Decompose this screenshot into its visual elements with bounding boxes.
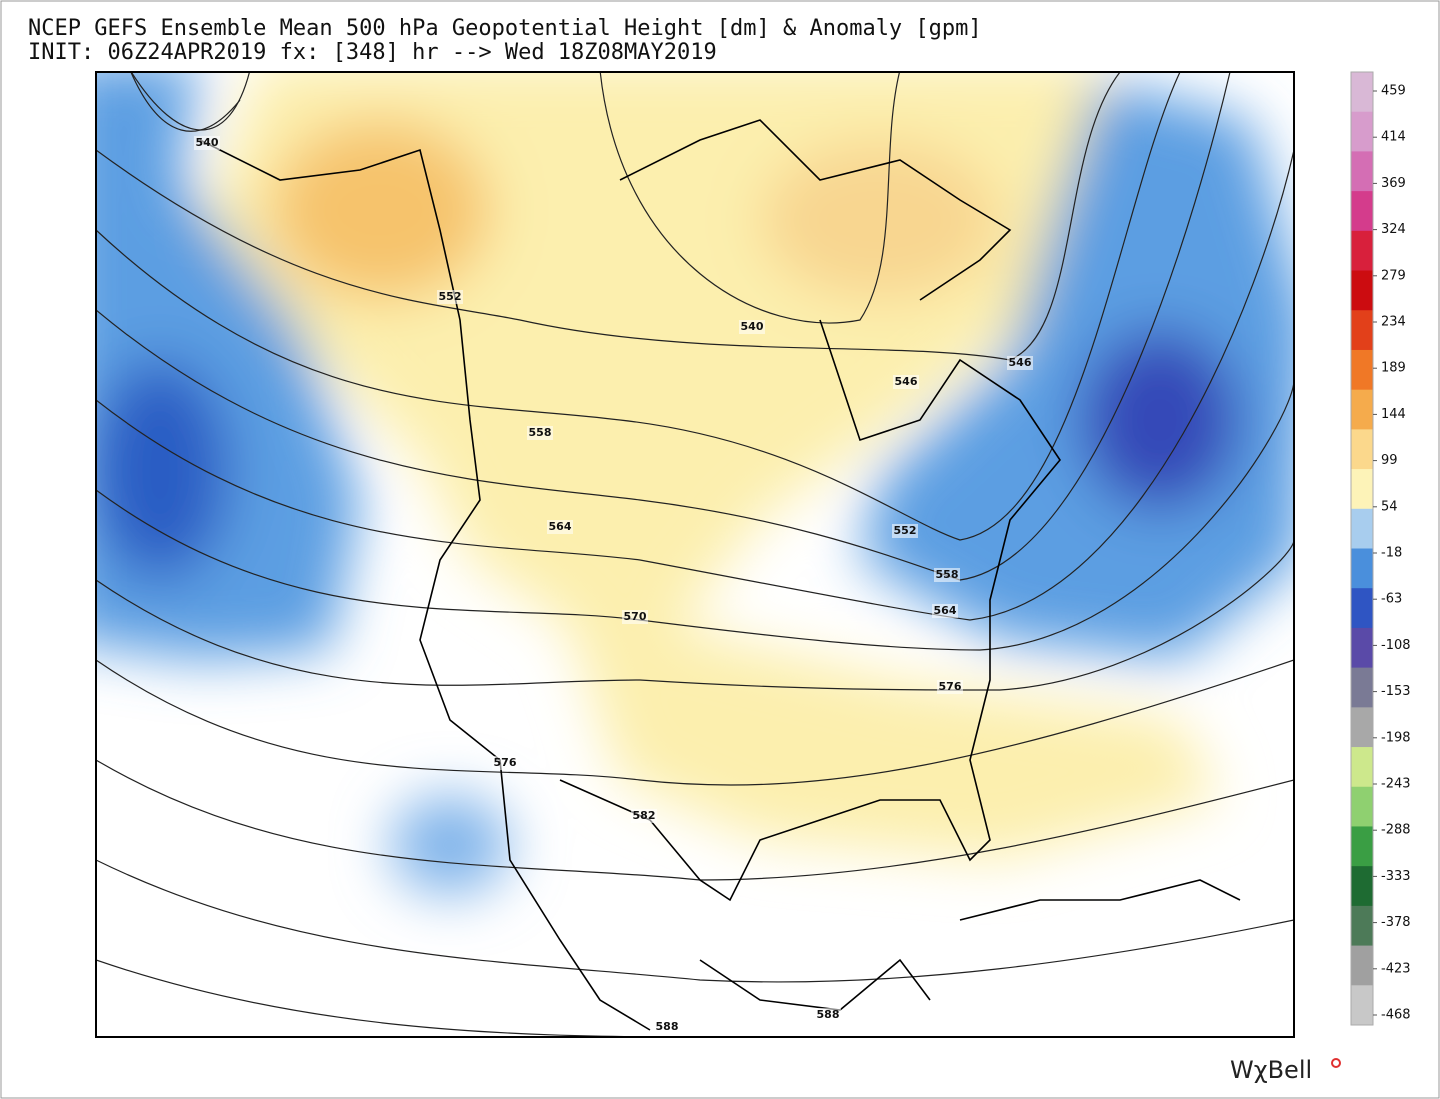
logo-mark (1331, 1058, 1341, 1068)
anomaly-field (96, 72, 1294, 895)
contour-label-bg (893, 375, 919, 389)
contour-label-bg (622, 610, 648, 624)
colorbar-tick-label: -333 (1381, 869, 1411, 884)
colorbar-tick-label: 234 (1381, 315, 1406, 330)
coastlines (199, 119, 1241, 1031)
colorbar-tick-label: -153 (1381, 684, 1411, 699)
colorbar-tick-label: -423 (1381, 961, 1411, 976)
contour-label: 570 (624, 610, 647, 623)
colorbar-segment (1351, 826, 1373, 867)
colorbar-segment (1351, 747, 1373, 788)
contour-label-bg (937, 680, 963, 694)
colorbar-tick-label: 324 (1381, 222, 1406, 237)
colorbar-segment (1351, 469, 1373, 510)
colorbar-segment (1351, 191, 1373, 232)
colorbar-segment (1351, 230, 1373, 272)
colorbar-segment (1351, 151, 1373, 192)
colorbar-tick-label: -243 (1381, 777, 1411, 792)
colorbar-tick-label: 54 (1381, 499, 1398, 514)
contour-label: 540 (741, 320, 764, 333)
colorbar-tick-label: -468 (1381, 1008, 1411, 1023)
colorbar-tick-label: 459 (1381, 84, 1406, 99)
contour-labels: 540 540 546 546 552 552 558 558 564 564 570 576 576 5… (194, 136, 1033, 1034)
height-contours (96, 72, 1294, 1037)
contour-label-bg (1007, 356, 1033, 370)
title: NCEP GEFS Ensemble Mean 500 hPa Geopoten… (28, 16, 982, 41)
contour-label: 552 (439, 290, 462, 303)
colorbar-segment (1351, 707, 1373, 748)
colorbar-segment (1351, 310, 1373, 351)
contour-label: 564 (549, 520, 572, 533)
colorbar: 459 414 369 324 279 234 189 144 99 54 -18 -63 -108 -1… (1350, 71, 1411, 1026)
contour-label-bg (437, 290, 463, 304)
contour-label: 582 (633, 809, 656, 822)
colorbar-tick-label: 99 (1381, 453, 1398, 468)
colorbar-segment (1351, 548, 1373, 589)
map-frame (95, 71, 1295, 1038)
contour-label: 540 (196, 136, 219, 149)
contour-label-bg (194, 136, 220, 150)
colorbar-segment (1351, 588, 1373, 629)
colorbar-tick-label: 369 (1381, 176, 1406, 191)
colorbar-segment (1351, 866, 1373, 907)
colorbar-segment (1351, 429, 1373, 470)
subtitle: INIT: 06Z24APR2019 fx: [348] hr --> Wed … (28, 40, 717, 65)
contour-label-bg (932, 604, 958, 618)
colorbar-tick-label: -18 (1381, 546, 1402, 561)
logo: WχBell (1230, 1056, 1312, 1084)
contour-label: 558 (936, 568, 959, 581)
colorbar-segment (1351, 627, 1373, 669)
contour-label-bg (934, 568, 960, 582)
contour-label-bg (631, 809, 657, 823)
colorbar-tick-label: -288 (1381, 823, 1411, 838)
contour-label-bg (527, 426, 553, 440)
contour-label-bg (739, 320, 765, 334)
colorbar-tick-label: 189 (1381, 361, 1406, 376)
colorbar-segment (1351, 72, 1373, 113)
colorbar-segment (1351, 389, 1373, 430)
colorbar-tick-label: -378 (1381, 915, 1411, 930)
contour-label: 552 (894, 524, 917, 537)
contour-label: 546 (895, 375, 918, 388)
contour-label: 558 (529, 426, 552, 439)
colorbar-tick-label: -198 (1381, 730, 1411, 745)
colorbar-tick-label: 279 (1381, 268, 1406, 283)
colorbar-segment (1351, 905, 1373, 947)
contour-label: 588 (656, 1020, 679, 1033)
colorbar-tick-label: -63 (1381, 592, 1402, 607)
colorbar-segment (1351, 111, 1373, 152)
colorbar-segment (1351, 270, 1373, 311)
colorbar-segment (1351, 985, 1373, 1026)
colorbar-segment (1351, 667, 1373, 708)
colorbar-tick-label: -108 (1381, 638, 1411, 653)
colorbar-tick-label: 144 (1381, 407, 1406, 422)
map (96, 72, 1294, 1037)
contour-label: 576 (494, 756, 517, 769)
colorbar-tick-label: 414 (1381, 130, 1406, 145)
colorbar-frame (1350, 71, 1374, 1026)
contour-label: 576 (939, 680, 962, 693)
contour-label: 546 (1009, 356, 1032, 369)
colorbar-segment (1351, 349, 1373, 391)
contour-label-bg (654, 1020, 680, 1034)
colorbar-segment (1351, 786, 1373, 827)
contour-label-bg (815, 1008, 841, 1022)
contour-label-bg (547, 520, 573, 534)
contour-label-bg (492, 756, 518, 770)
contour-label: 564 (934, 604, 957, 617)
contour-label: 588 (817, 1008, 840, 1021)
colorbar-segment (1351, 508, 1373, 549)
colorbar-segment (1351, 945, 1373, 986)
contour-label-bg (892, 524, 918, 538)
